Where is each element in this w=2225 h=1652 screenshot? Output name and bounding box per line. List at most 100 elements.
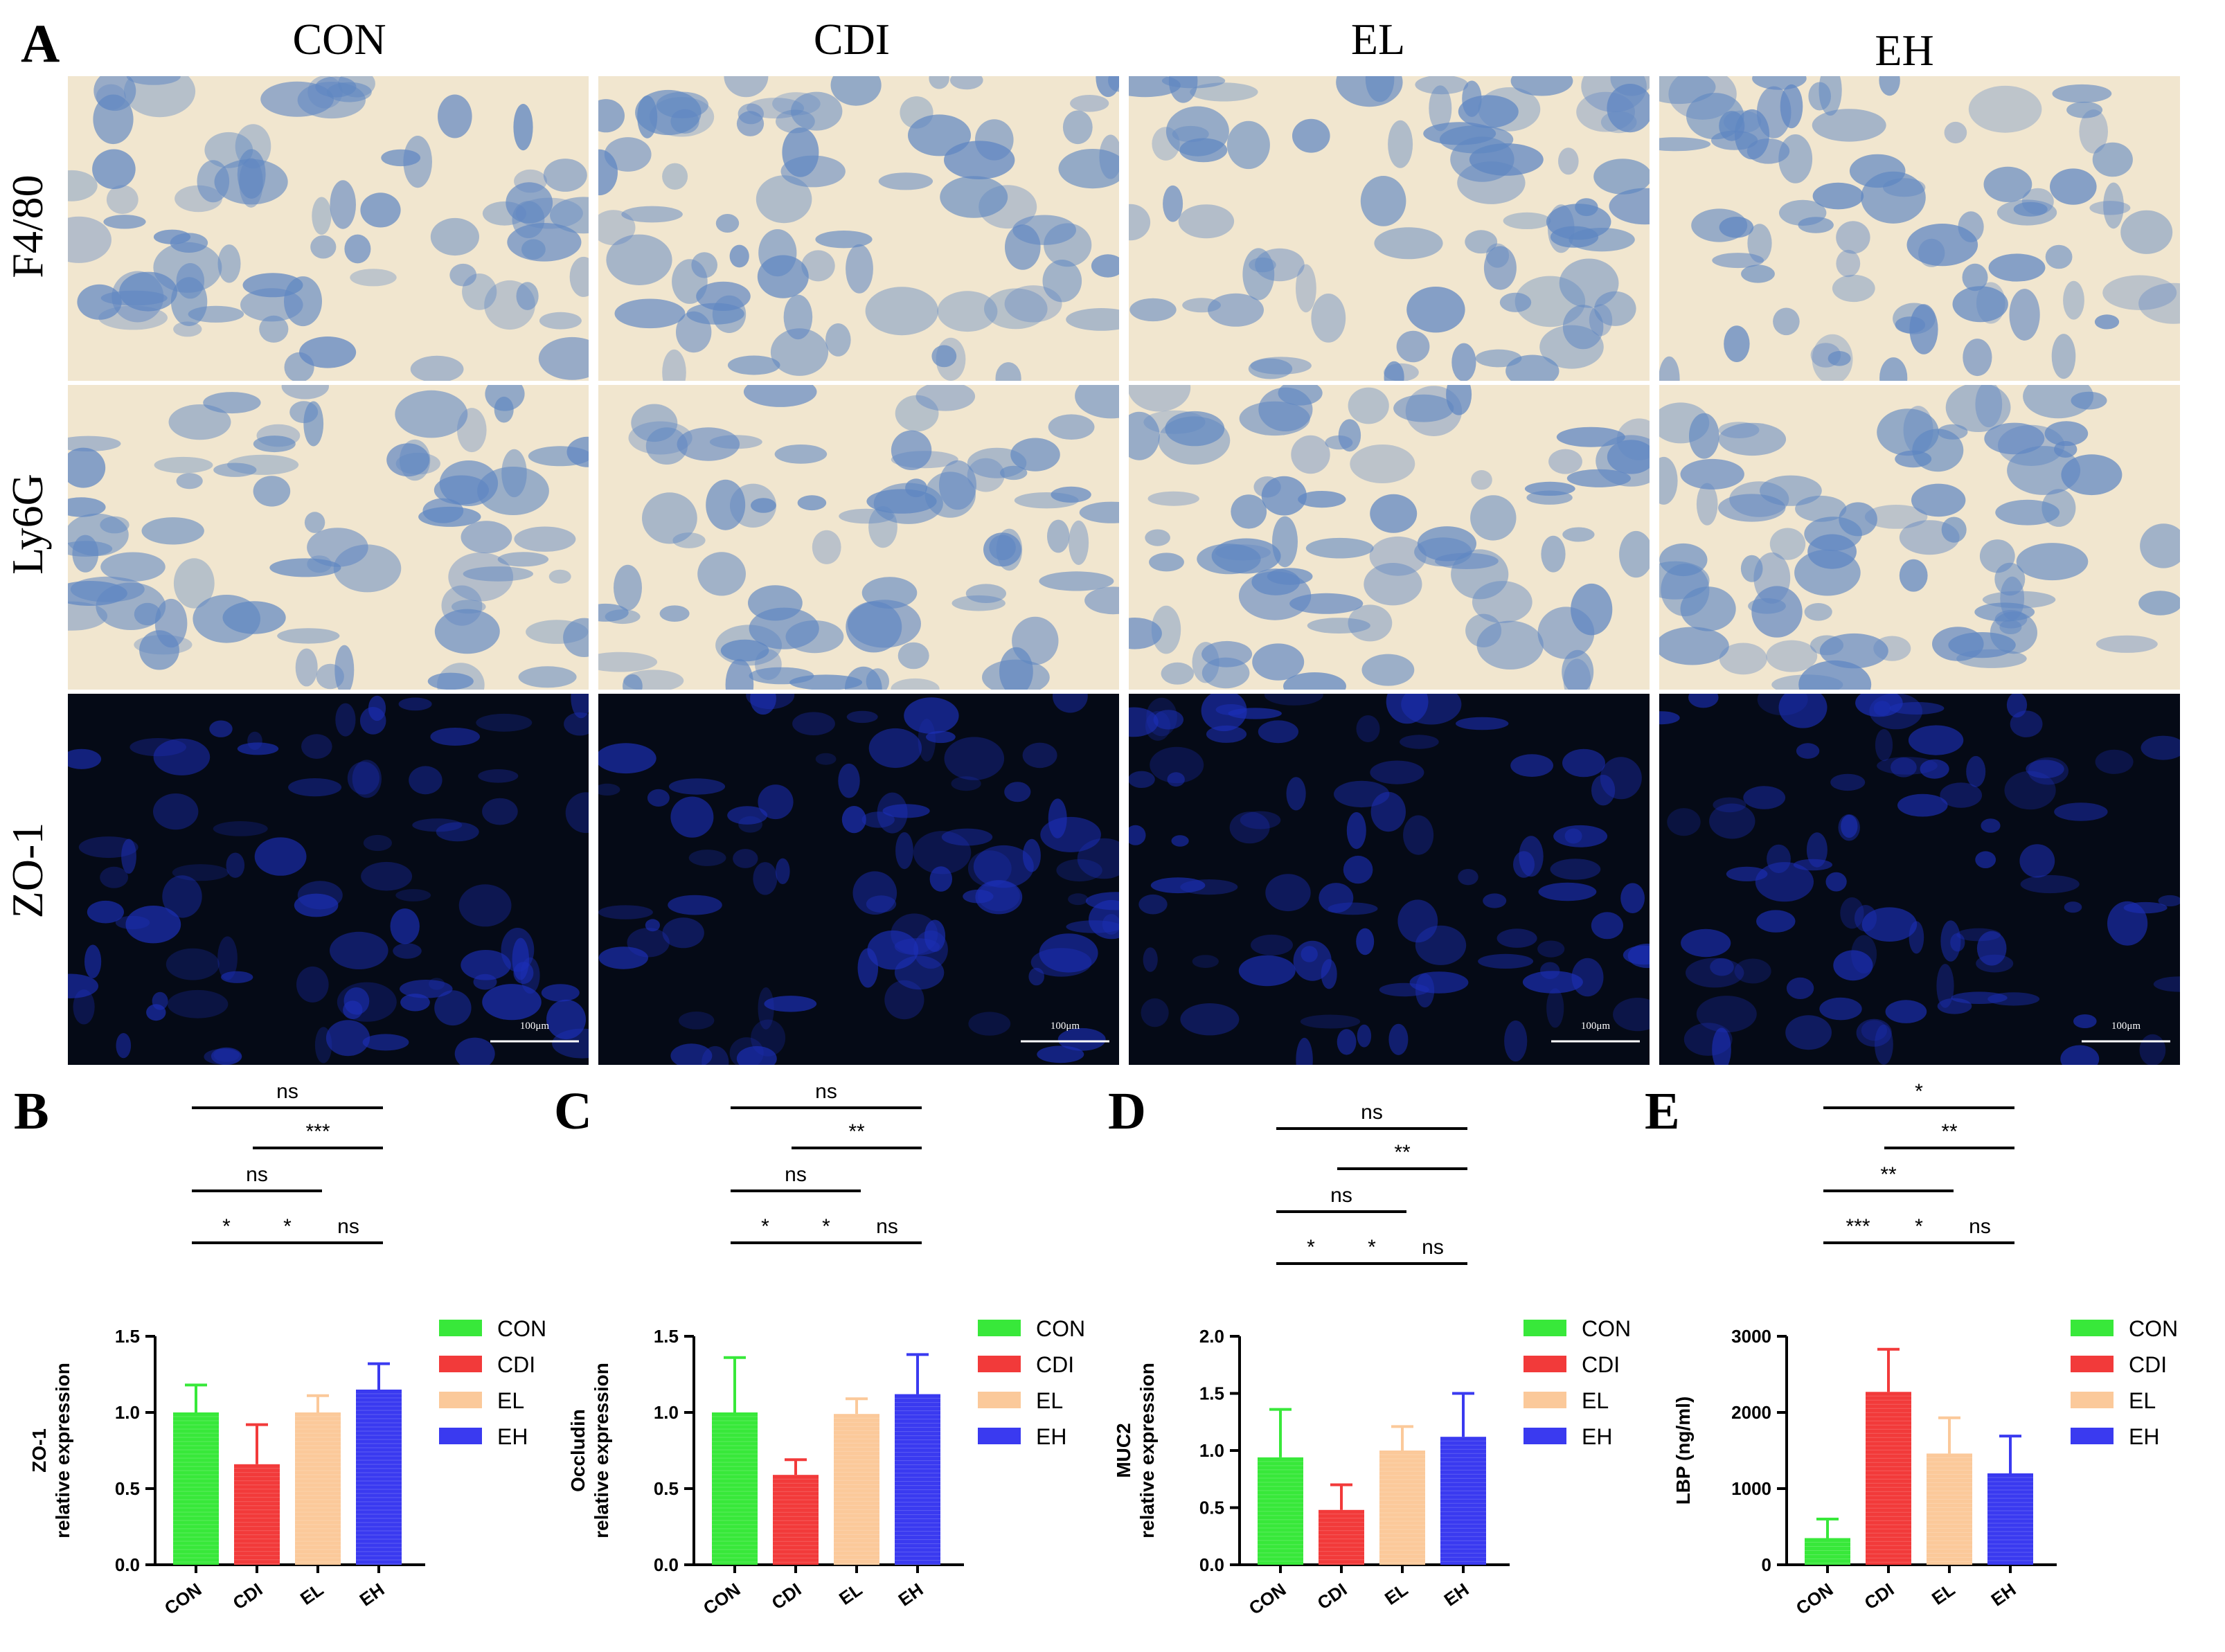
legend-swatch-cdi [978,1356,1021,1372]
crypt [1689,413,1719,459]
crypt [399,439,431,481]
legend-label: CON [497,1316,546,1341]
cell-cluster [1712,1027,1731,1065]
cell-cluster [1937,998,1972,1014]
crypt [715,625,783,666]
crypt [1051,486,1091,503]
crypt [1562,527,1595,542]
crypt [1712,253,1764,269]
crypt [865,287,938,336]
crypt [720,639,769,662]
y-axis-label-line: Occludin [567,1409,589,1492]
crypt [1593,159,1650,195]
bar-el [834,1414,879,1565]
tissue-texture [1129,385,1650,690]
cell-cluster [434,990,472,1026]
cell-cluster [1796,743,1820,759]
crypt [256,424,301,447]
crypt [1798,660,1872,690]
crypt [449,263,477,287]
cell-cluster [647,789,670,807]
crypt [1686,93,1744,140]
cell-cluster [1550,859,1601,880]
crypt [1526,490,1573,505]
crypt [676,311,712,353]
crypt [310,235,337,259]
cell-cluster [924,919,946,952]
crypt [606,234,672,285]
x-tick-label: EL [1928,1579,1959,1609]
cell-cluster [1264,694,1323,706]
cell-cluster [2004,771,2056,810]
panel-letter: C [554,1082,592,1140]
cell-cluster [129,738,186,757]
crypt [1048,414,1095,440]
tissue-texture [598,385,1119,690]
crypt [350,269,397,287]
crypt [1450,136,1514,182]
crypt [1958,211,1984,242]
cell-cluster [546,999,586,1040]
cell-cluster [393,943,422,959]
significance-label: ns [1330,1184,1352,1207]
crypt [730,483,776,528]
crypt [304,512,325,533]
cell-cluster [2060,1045,2100,1065]
micrograph-zo-1-el: 100μm [1129,694,1650,1065]
cell-cluster [841,806,866,834]
crypt [1550,226,1599,248]
crypt [950,76,983,90]
crypt [1505,354,1560,381]
cell-cluster [153,738,211,775]
y-tick-label: 0 [1762,1554,1771,1575]
cell-cluster [1562,748,1605,778]
crypt [1365,76,1395,102]
crypt [1988,253,2046,282]
cell-cluster [1388,1023,1409,1055]
cell-cluster [330,931,388,969]
cell-cluster [1240,811,1281,829]
crypt [68,601,108,631]
cell-cluster [866,895,897,913]
crypt [330,180,356,229]
crypt [691,252,717,278]
crypt [430,217,480,256]
crypt [2013,201,2048,217]
cell-cluster [750,694,776,715]
significance-label: ns [1361,1101,1383,1124]
micrograph-f4-80-el [1129,76,1650,381]
column-header-eh: EH [1875,26,1934,75]
cell-cluster [1129,825,1146,845]
cell-cluster [2026,760,2064,779]
cell-cluster [335,703,356,737]
cell-cluster [482,984,542,1021]
legend-label: EL [1582,1388,1609,1413]
crypt [1718,494,1786,522]
cell-cluster [68,973,98,998]
cell-cluster [1519,836,1544,877]
cell-cluster [1028,967,1044,986]
x-tick-label: CON [699,1579,744,1619]
cell-cluster [100,866,128,888]
crypt [521,239,546,260]
x-tick-label: CDI [1314,1579,1351,1613]
cell-cluster [1546,988,1564,1028]
chart-panel-d: D 0.0 0.5 1.0 1.5 2.0 MUC2 relative expression C… [1108,1082,1631,1619]
crypt [1278,385,1323,406]
cell-cluster [702,1045,729,1065]
cell-cluster [571,694,589,719]
crypt [141,517,204,545]
bar-cdi [1319,1509,1364,1565]
cell-cluster [1806,832,1828,868]
crypt [434,609,500,654]
crypt [68,447,106,488]
cell-cluster [347,762,379,795]
crypt [153,242,222,293]
crypt [1607,84,1650,133]
cell-cluster [1538,882,1597,901]
cell-cluster [325,1020,370,1057]
crypt [2096,635,2158,653]
crypt [659,605,690,622]
crypt [1058,149,1119,189]
